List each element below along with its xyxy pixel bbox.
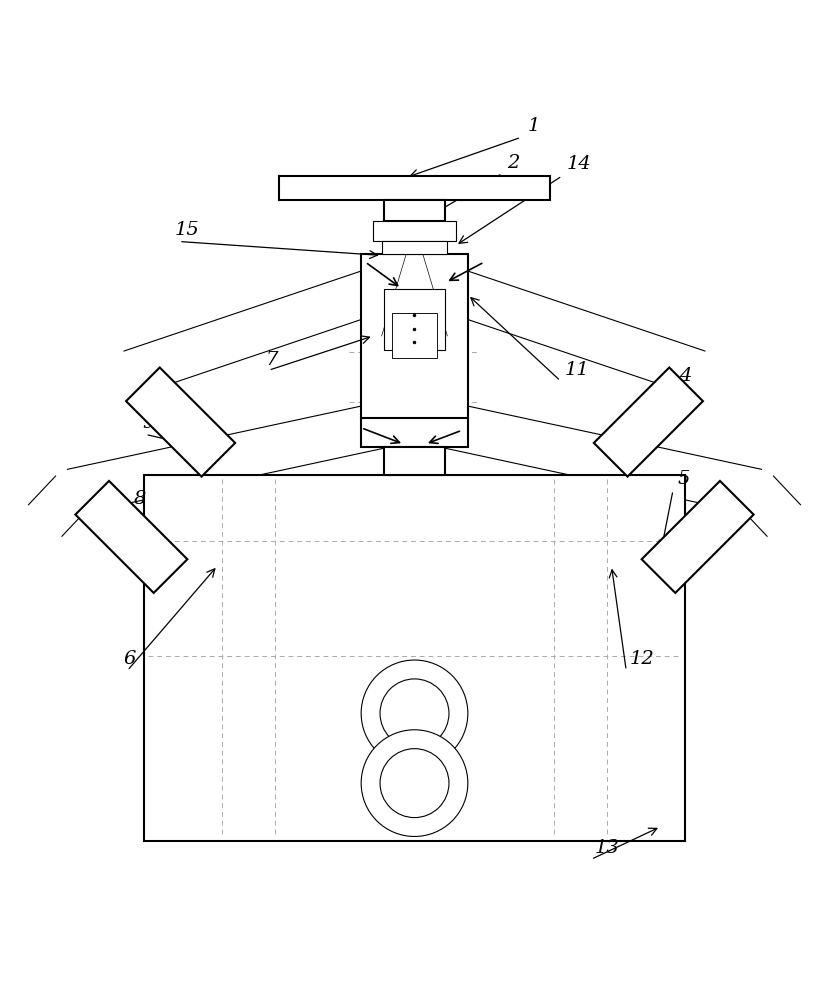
Polygon shape: [75, 481, 187, 593]
Text: 13: 13: [595, 839, 619, 857]
Bar: [383, 289, 445, 350]
Text: 5: 5: [676, 470, 689, 488]
Text: 12: 12: [628, 650, 653, 668]
Circle shape: [379, 749, 449, 818]
Text: 4: 4: [678, 367, 691, 385]
Polygon shape: [593, 367, 702, 477]
Bar: [383, 447, 445, 475]
Bar: [361, 254, 467, 447]
Bar: [383, 200, 445, 221]
Text: 15: 15: [175, 221, 200, 239]
Text: 9: 9: [142, 414, 154, 432]
Bar: [279, 176, 549, 200]
Bar: [381, 241, 447, 254]
Text: 1: 1: [527, 117, 540, 135]
Bar: [143, 475, 685, 841]
Circle shape: [361, 730, 467, 836]
Circle shape: [361, 660, 467, 767]
Bar: [392, 313, 436, 358]
Bar: [373, 221, 455, 241]
Polygon shape: [641, 481, 753, 593]
Text: 6: 6: [123, 650, 135, 668]
Polygon shape: [126, 367, 235, 477]
Circle shape: [379, 679, 449, 748]
Text: 2: 2: [507, 154, 519, 172]
Text: 11: 11: [564, 361, 589, 379]
Text: 7: 7: [265, 351, 277, 369]
Text: 8: 8: [133, 490, 146, 508]
Text: 14: 14: [566, 155, 590, 173]
